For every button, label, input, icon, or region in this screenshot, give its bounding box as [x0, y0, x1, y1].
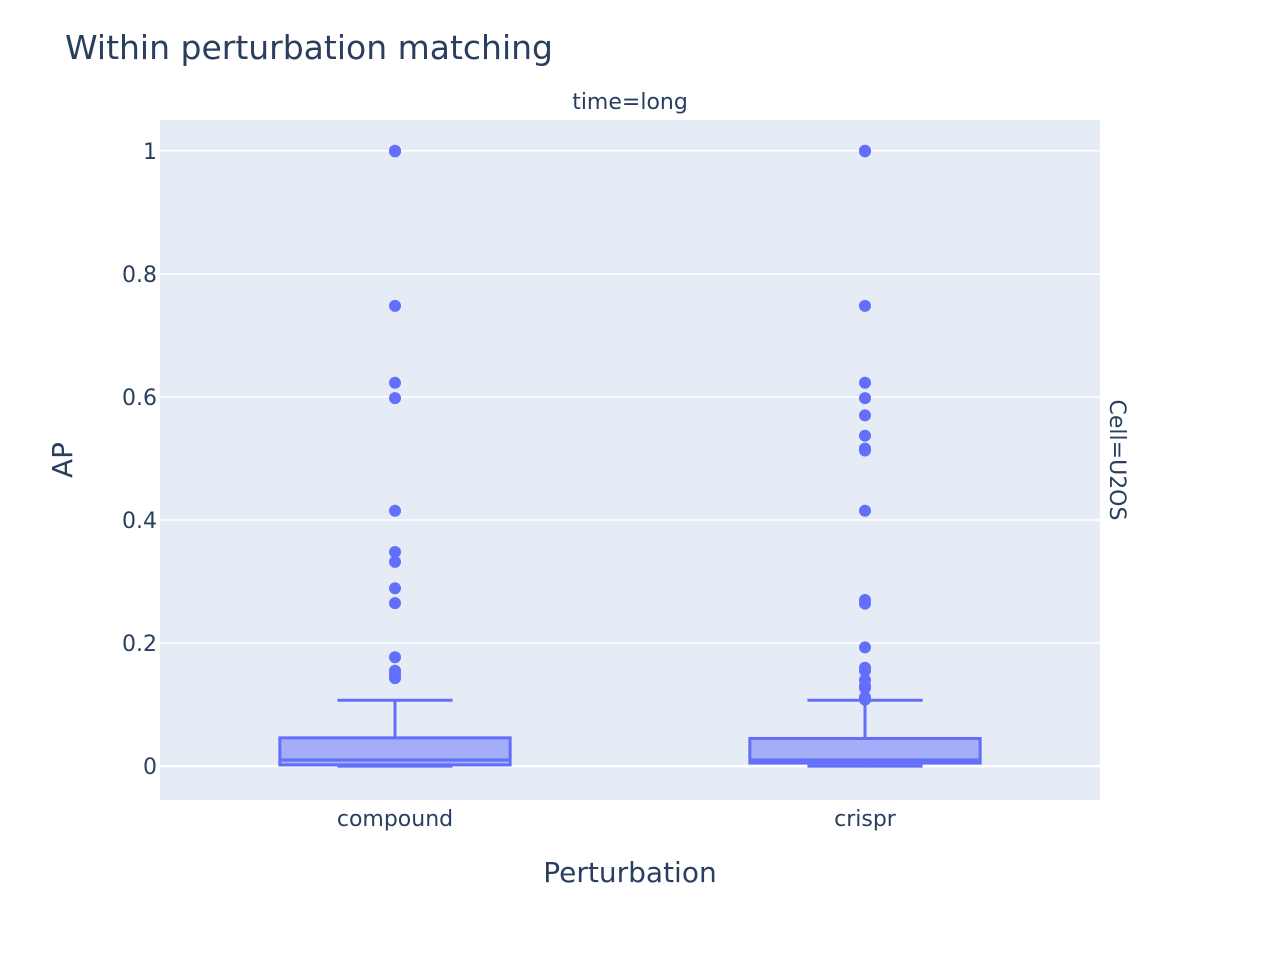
x-tick-labels: compound crispr — [337, 807, 897, 832]
outlier-point — [389, 299, 401, 312]
outlier-point — [859, 145, 871, 158]
outlier-point — [859, 504, 871, 517]
outlier-point — [859, 597, 871, 610]
outlier-point — [389, 145, 401, 158]
outlier-point — [389, 392, 401, 405]
y-tick-label: 0.8 — [122, 263, 157, 288]
y-tick-label: 1 — [143, 140, 157, 165]
y-tick-labels: 0 0.2 0.4 0.6 0.8 1 — [122, 140, 157, 780]
outlier-point — [859, 664, 871, 677]
outlier-point — [389, 651, 401, 664]
x-tick-label: compound — [337, 807, 453, 832]
outlier-point — [859, 682, 871, 694]
outlier-point — [389, 546, 401, 558]
outlier-point — [859, 392, 871, 405]
outlier-point — [859, 641, 871, 654]
outlier-point — [859, 376, 871, 389]
outlier-point — [389, 672, 401, 685]
outlier-point — [389, 582, 401, 595]
outlier-point — [859, 299, 871, 312]
outlier-point — [389, 597, 401, 610]
plot-area — [160, 120, 1100, 800]
y-tick-label: 0 — [143, 755, 157, 780]
outlier-point — [389, 376, 401, 389]
x-axis-title: Perturbation — [543, 856, 716, 889]
facet-row-label: Cell=U2OS — [1104, 400, 1129, 521]
chart-title: Within perturbation matching — [65, 28, 553, 67]
gridlines — [160, 150, 1100, 768]
outlier-point — [389, 504, 401, 517]
y-tick-label: 0.4 — [122, 509, 157, 534]
y-tick-label: 0.2 — [122, 632, 157, 657]
y-tick-label: 0.6 — [122, 386, 157, 411]
y-axis-title: AP — [46, 442, 79, 478]
x-tick-label: crispr — [834, 807, 897, 832]
outlier-point — [859, 429, 871, 442]
outlier-point — [859, 409, 871, 422]
box-crispr — [748, 144, 982, 768]
box-compound — [278, 144, 512, 768]
outlier-point — [859, 693, 871, 706]
facet-column-label: time=long — [572, 90, 688, 115]
outlier-point — [389, 555, 401, 568]
boxes-layer — [278, 144, 982, 768]
outlier-point — [859, 444, 871, 457]
